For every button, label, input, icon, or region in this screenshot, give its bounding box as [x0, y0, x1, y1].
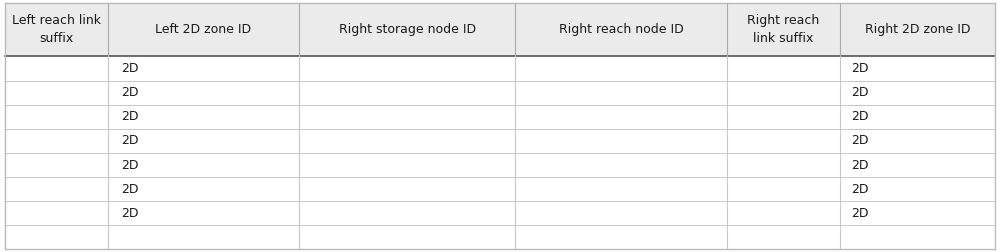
- Bar: [5, 56, 995, 81]
- Text: Left reach link
suffix: Left reach link suffix: [12, 14, 101, 45]
- Text: Right storage node ID: Right storage node ID: [339, 23, 476, 36]
- Bar: [5, 129, 995, 153]
- Text: 2D: 2D: [851, 86, 869, 99]
- Text: 2D: 2D: [121, 62, 139, 75]
- Text: 2D: 2D: [851, 159, 869, 172]
- Text: Right reach node ID: Right reach node ID: [559, 23, 684, 36]
- Bar: [5, 201, 995, 225]
- Text: 2D: 2D: [851, 207, 869, 220]
- Bar: [5, 81, 995, 105]
- Bar: [5, 153, 995, 177]
- Text: 2D: 2D: [851, 110, 869, 123]
- Text: 2D: 2D: [121, 159, 139, 172]
- Text: Right reach
link suffix: Right reach link suffix: [747, 14, 820, 45]
- Text: 2D: 2D: [851, 134, 869, 147]
- Bar: [5, 105, 995, 129]
- Text: 2D: 2D: [851, 183, 869, 196]
- Text: 2D: 2D: [851, 62, 869, 75]
- Bar: [5, 3, 995, 56]
- Text: 2D: 2D: [121, 134, 139, 147]
- Text: 2D: 2D: [121, 183, 139, 196]
- Bar: [5, 225, 995, 249]
- Text: 2D: 2D: [121, 207, 139, 220]
- Text: Right 2D zone ID: Right 2D zone ID: [865, 23, 970, 36]
- Bar: [5, 177, 995, 201]
- Text: Left 2D zone ID: Left 2D zone ID: [155, 23, 252, 36]
- Text: 2D: 2D: [121, 110, 139, 123]
- Text: 2D: 2D: [121, 86, 139, 99]
